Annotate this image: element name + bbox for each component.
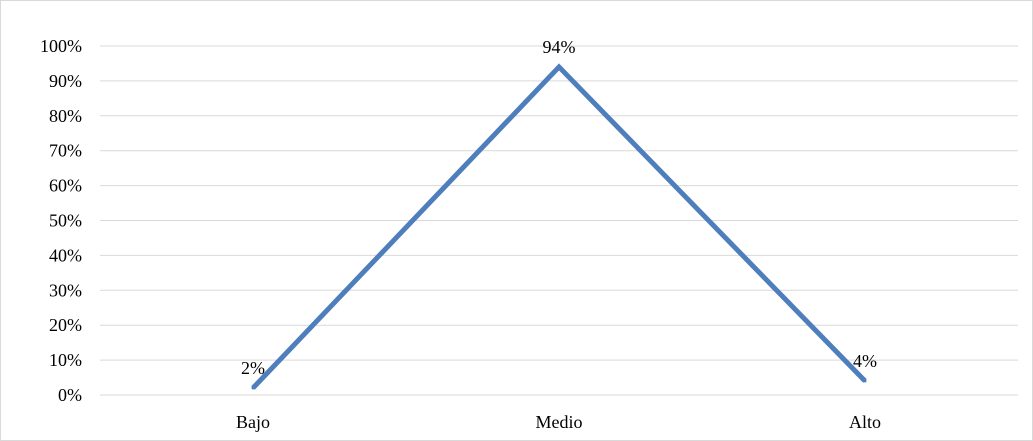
data-label: 4% xyxy=(853,351,877,371)
data-point xyxy=(863,379,867,383)
y-tick-label: 40% xyxy=(49,245,82,265)
gridlines xyxy=(100,45,1018,361)
y-tick-label: 0% xyxy=(58,385,82,405)
x-category-label: Bajo xyxy=(236,412,270,432)
data-point xyxy=(557,65,561,69)
y-tick-label: 10% xyxy=(49,350,82,370)
y-tick-label: 80% xyxy=(49,106,82,126)
x-category-label: Alto xyxy=(849,412,881,432)
series-line xyxy=(251,63,867,390)
y-tick-label: 90% xyxy=(49,71,82,91)
data-labels: 2% 94% 4% xyxy=(241,37,877,378)
data-label: 94% xyxy=(543,37,576,57)
x-category-label: Medio xyxy=(536,412,583,432)
series-layer xyxy=(251,63,867,390)
y-tick-label: 20% xyxy=(49,315,82,335)
data-label: 2% xyxy=(241,358,265,378)
y-axis: 0% 10% 20% 30% 40% 50% 60% 70% 80% 90% 100% xyxy=(40,36,82,405)
x-axis: Bajo Medio Alto xyxy=(100,394,1018,432)
y-tick-label: 100% xyxy=(40,36,82,56)
data-point xyxy=(251,386,255,390)
y-tick-label: 30% xyxy=(49,280,82,300)
y-tick-label: 50% xyxy=(49,211,82,231)
y-tick-label: 70% xyxy=(49,141,82,161)
y-tick-label: 60% xyxy=(49,176,82,196)
